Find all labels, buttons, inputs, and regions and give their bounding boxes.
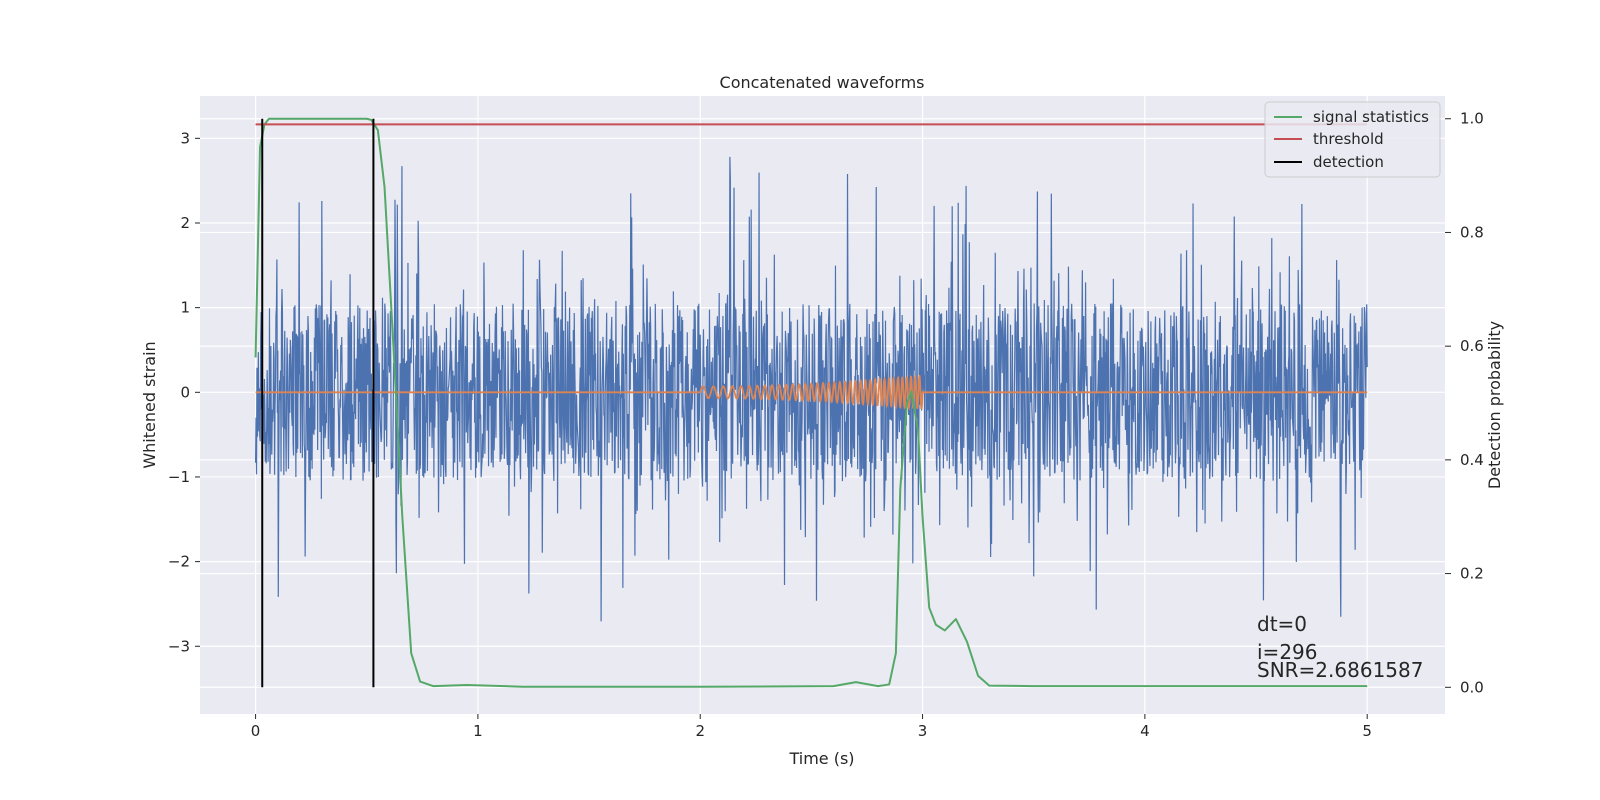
y2-axis-label: Detection probability [1485,321,1504,489]
signal-statistics-line [254,117,1368,688]
y-tick-label: −2 [168,553,190,571]
x-tick-label: 1 [473,722,483,740]
annotation-snr: SNR=2.6861587 [1257,658,1423,682]
y-tick-label: 1 [180,299,190,317]
annotation-dt: dt=0 [1257,612,1307,636]
template-series-line [255,374,1368,411]
y2-tick-label: 1.0 [1460,110,1484,128]
y-tick-label: −1 [168,468,190,486]
legend: signal statistics threshold detection [1264,101,1441,178]
y2-tick-label: 0.0 [1460,678,1484,696]
x-tick-label: 4 [1140,722,1150,740]
legend-label-detection: detection [1313,153,1384,171]
y2-tick-label: 0.8 [1460,223,1484,241]
legend-box [1264,101,1441,178]
y2-ticks: 0.0 0.2 0.4 0.6 0.8 1.0 [1445,110,1484,696]
y2-tick-label: 0.4 [1460,451,1484,469]
y-ticks: −3 −2 −1 0 1 2 3 [168,129,200,655]
series-layer [254,117,1368,688]
y-tick-label: −3 [168,637,190,655]
y-axis-label: Whitened strain [140,341,159,468]
x-ticks: 0 1 2 3 4 5 [251,714,1372,740]
y2-tick-label: 0.2 [1460,565,1484,583]
y-tick-label: 2 [180,214,190,232]
annotation-i: i=296 [1257,640,1318,664]
x-tick-label: 5 [1362,722,1372,740]
legend-label-signal-statistics: signal statistics [1313,108,1429,126]
x-tick-label: 3 [918,722,928,740]
x-axis-label: Time (s) [788,749,854,768]
x-tick-label: 2 [695,722,705,740]
chart-title: Concatenated waveforms [720,73,925,92]
x-tick-label: 0 [251,722,261,740]
y-tick-label: 0 [180,383,190,401]
annotations: dt=0 i=296 SNR=2.6861587 [1257,612,1423,682]
legend-label-threshold: threshold [1313,130,1384,148]
y2-tick-label: 0.6 [1460,337,1484,355]
y-tick-label: 3 [180,129,190,147]
